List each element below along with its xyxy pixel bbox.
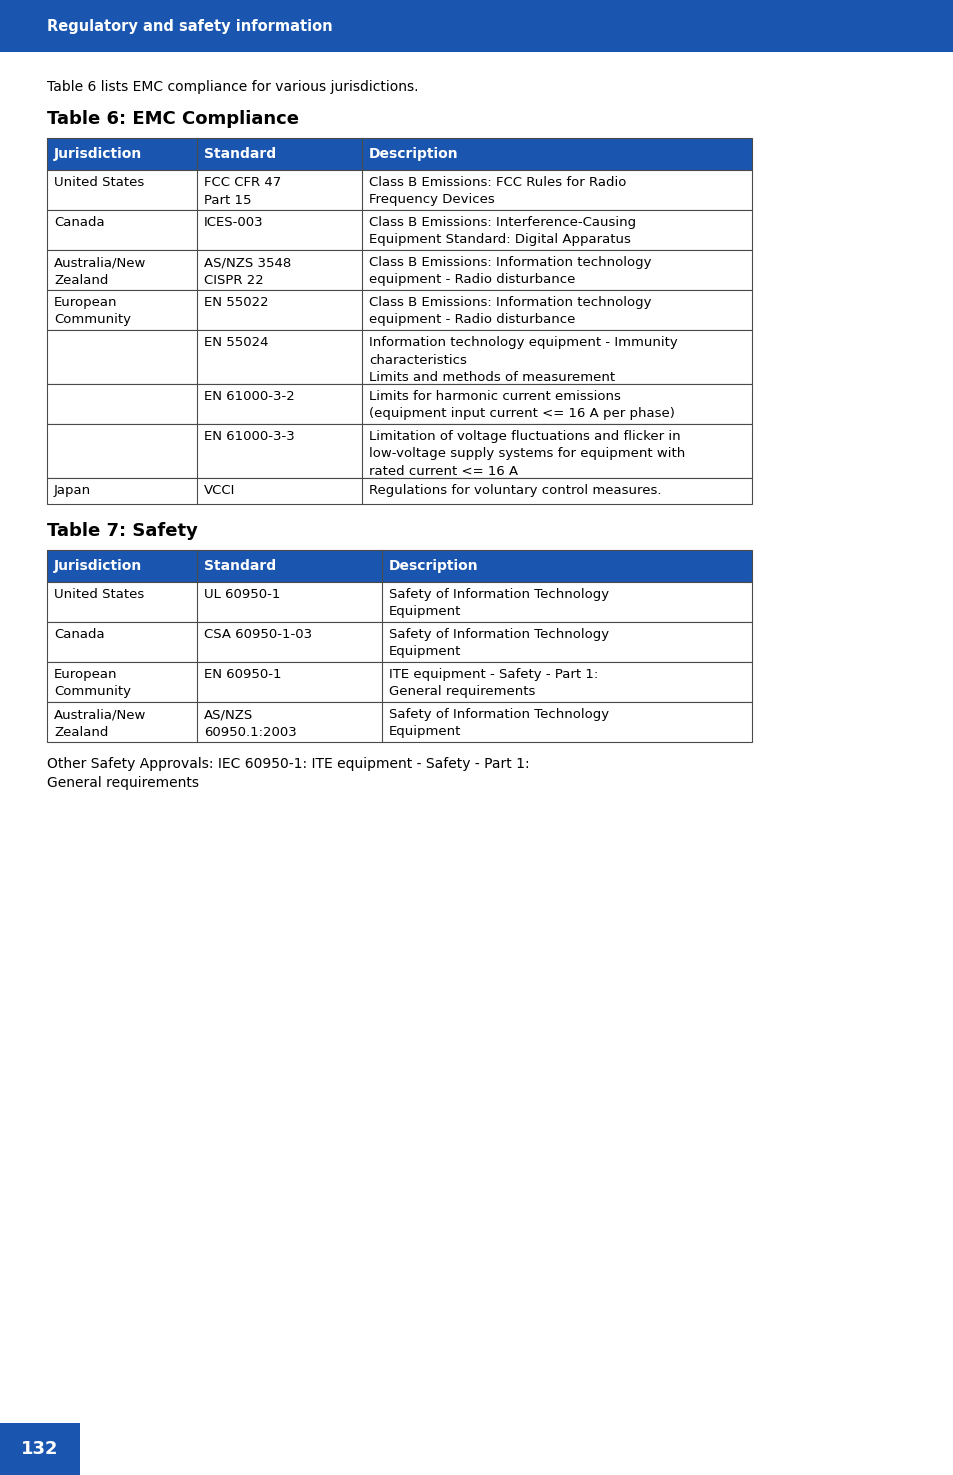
Text: EN 61000-3-2: EN 61000-3-2 bbox=[204, 389, 294, 403]
Bar bbox=[47, 550, 751, 583]
Bar bbox=[47, 550, 751, 583]
Text: Canada: Canada bbox=[54, 628, 105, 642]
Bar bbox=[47, 139, 751, 170]
Bar bbox=[47, 662, 751, 702]
Text: European
Community: European Community bbox=[54, 296, 131, 326]
Text: UL 60950-1: UL 60950-1 bbox=[204, 589, 280, 600]
Text: AS/NZS 3548
CISPR 22: AS/NZS 3548 CISPR 22 bbox=[204, 257, 291, 286]
Text: Australia/New
Zealand: Australia/New Zealand bbox=[54, 708, 146, 739]
Text: Australia/New
Zealand: Australia/New Zealand bbox=[54, 257, 146, 286]
Bar bbox=[47, 209, 751, 249]
Text: Safety of Information Technology
Equipment: Safety of Information Technology Equipme… bbox=[389, 589, 608, 618]
Bar bbox=[47, 583, 751, 622]
Text: Table 6 lists EMC compliance for various jurisdictions.: Table 6 lists EMC compliance for various… bbox=[47, 80, 418, 94]
Text: Description: Description bbox=[369, 148, 458, 161]
Text: European
Community: European Community bbox=[54, 668, 131, 699]
Text: Other Safety Approvals: IEC 60950-1: ITE equipment - Safety - Part 1:
General re: Other Safety Approvals: IEC 60950-1: ITE… bbox=[47, 757, 529, 791]
Bar bbox=[47, 139, 751, 170]
Text: VCCI: VCCI bbox=[204, 484, 235, 497]
Text: AS/NZS
60950.1:2003: AS/NZS 60950.1:2003 bbox=[204, 708, 296, 739]
Text: Canada: Canada bbox=[54, 215, 105, 229]
Bar bbox=[47, 478, 751, 504]
Text: Table 6: EMC Compliance: Table 6: EMC Compliance bbox=[47, 111, 298, 128]
Bar bbox=[0, 1423, 80, 1475]
Text: Limits for harmonic current emissions
(equipment input current <= 16 A per phase: Limits for harmonic current emissions (e… bbox=[369, 389, 674, 420]
Text: Safety of Information Technology
Equipment: Safety of Information Technology Equipme… bbox=[389, 708, 608, 739]
Text: Jurisdiction: Jurisdiction bbox=[54, 559, 142, 572]
Bar bbox=[47, 622, 751, 662]
Text: Regulations for voluntary control measures.: Regulations for voluntary control measur… bbox=[369, 484, 660, 497]
Text: Description: Description bbox=[389, 559, 478, 572]
Text: Class B Emissions: Interference-Causing
Equipment Standard: Digital Apparatus: Class B Emissions: Interference-Causing … bbox=[369, 215, 636, 246]
Text: Regulatory and safety information: Regulatory and safety information bbox=[47, 19, 333, 34]
Bar bbox=[47, 384, 751, 423]
Text: Class B Emissions: Information technology
equipment - Radio disturbance: Class B Emissions: Information technolog… bbox=[369, 296, 651, 326]
Text: United States: United States bbox=[54, 176, 144, 189]
Text: Standard: Standard bbox=[204, 559, 275, 572]
Text: Limitation of voltage fluctuations and flicker in
low-voltage supply systems for: Limitation of voltage fluctuations and f… bbox=[369, 431, 684, 478]
Text: EN 60950-1: EN 60950-1 bbox=[204, 668, 281, 681]
Text: CSA 60950-1-03: CSA 60950-1-03 bbox=[204, 628, 312, 642]
Bar bbox=[0, 0, 953, 52]
Bar bbox=[47, 330, 751, 384]
Text: FCC CFR 47
Part 15: FCC CFR 47 Part 15 bbox=[204, 176, 281, 207]
Text: ITE equipment - Safety - Part 1:
General requirements: ITE equipment - Safety - Part 1: General… bbox=[389, 668, 598, 699]
Bar bbox=[47, 170, 751, 209]
Text: EN 61000-3-3: EN 61000-3-3 bbox=[204, 431, 294, 442]
Text: ICES-003: ICES-003 bbox=[204, 215, 263, 229]
Bar bbox=[47, 702, 751, 742]
Bar bbox=[47, 249, 751, 291]
Text: 132: 132 bbox=[21, 1440, 59, 1457]
Text: EN 55022: EN 55022 bbox=[204, 296, 269, 308]
Text: Japan: Japan bbox=[54, 484, 91, 497]
Text: Information technology equipment - Immunity
characteristics
Limits and methods o: Information technology equipment - Immun… bbox=[369, 336, 677, 384]
Text: United States: United States bbox=[54, 589, 144, 600]
Text: EN 55024: EN 55024 bbox=[204, 336, 268, 350]
Text: Class B Emissions: FCC Rules for Radio
Frequency Devices: Class B Emissions: FCC Rules for Radio F… bbox=[369, 176, 626, 207]
Bar bbox=[47, 291, 751, 330]
Bar bbox=[47, 423, 751, 478]
Text: Safety of Information Technology
Equipment: Safety of Information Technology Equipme… bbox=[389, 628, 608, 658]
Text: Table 7: Safety: Table 7: Safety bbox=[47, 522, 197, 540]
Text: Jurisdiction: Jurisdiction bbox=[54, 148, 142, 161]
Text: Standard: Standard bbox=[204, 148, 275, 161]
Text: Class B Emissions: Information technology
equipment - Radio disturbance: Class B Emissions: Information technolog… bbox=[369, 257, 651, 286]
